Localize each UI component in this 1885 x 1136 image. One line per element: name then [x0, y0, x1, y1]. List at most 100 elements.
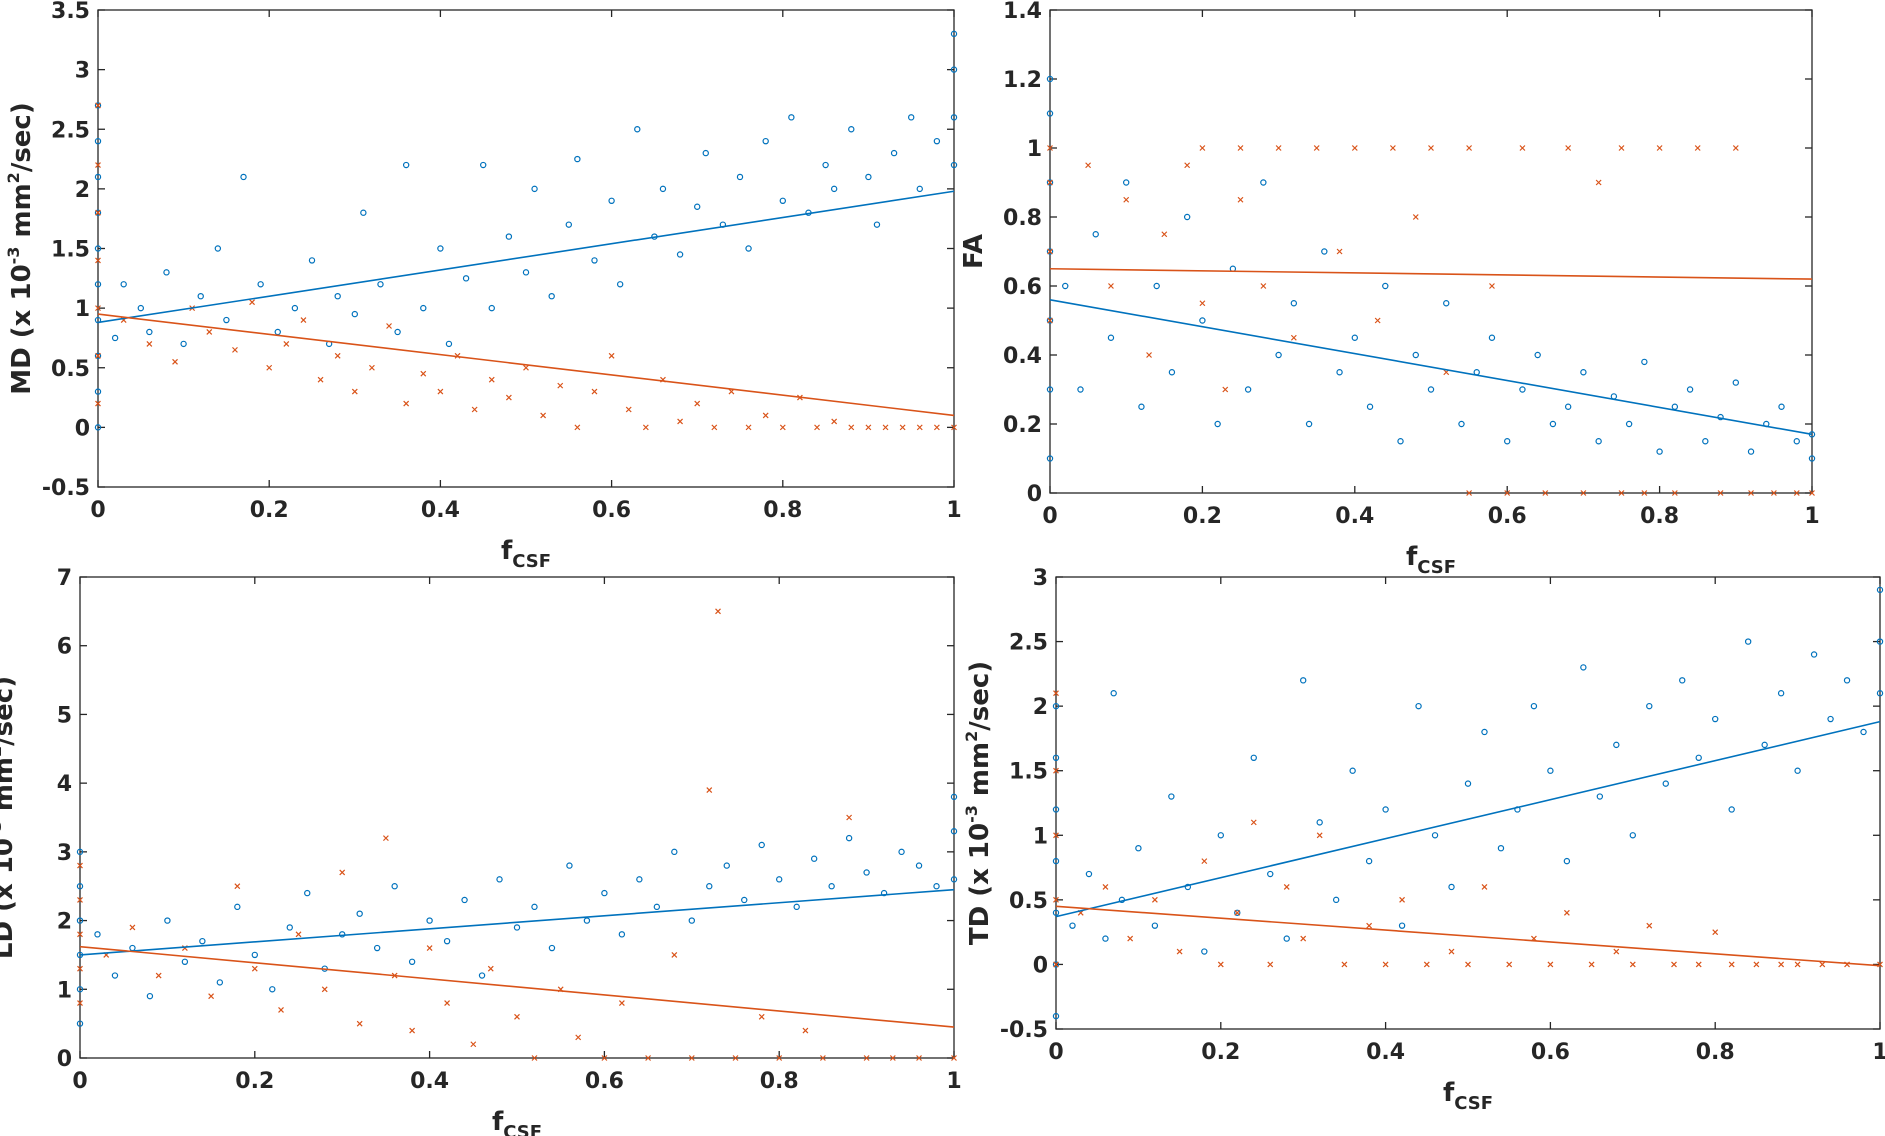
data-point	[822, 161, 829, 169]
data-point	[1761, 741, 1768, 749]
data-point	[889, 1055, 896, 1061]
y-tick-label: 0.6	[1003, 275, 1042, 300]
data-point	[591, 388, 598, 395]
data-point	[95, 209, 101, 216]
y-axis-label: LD (x 10-3 mm2/sec)	[0, 676, 19, 959]
data-point	[1613, 948, 1620, 955]
data-point	[1542, 490, 1549, 496]
data-point	[636, 876, 643, 883]
data-point	[1717, 490, 1724, 496]
x-tick-label: 0.8	[1640, 504, 1679, 529]
data-point	[1151, 896, 1158, 903]
data-point	[950, 66, 958, 73]
data-point	[94, 102, 102, 109]
data-point	[1794, 767, 1801, 774]
x-tick-label: 0.8	[763, 498, 802, 523]
data-point	[94, 316, 102, 324]
data-point	[1732, 379, 1740, 386]
data-point	[634, 126, 641, 133]
data-point	[1519, 386, 1526, 393]
data-point	[1138, 403, 1145, 410]
data-point	[300, 317, 307, 323]
x-tick-label: 1	[1872, 1040, 1885, 1065]
data-point	[111, 334, 119, 342]
data-point	[1646, 702, 1653, 710]
data-point	[1530, 702, 1538, 710]
data-point	[94, 209, 102, 216]
data-point	[146, 328, 153, 336]
data-point	[758, 1013, 765, 1020]
data-point	[94, 137, 102, 145]
data-point	[1237, 145, 1244, 151]
data-point	[950, 793, 958, 801]
data-point	[745, 245, 752, 252]
y-tick-label: 1.4	[1003, 0, 1042, 24]
chart-fa: 0 0.2 0.4 0.6 0.8 1 0 0.2 0.4 0.6 0.8 1 1.2 1.4 fCSF FA	[959, 0, 1820, 578]
data-point	[444, 1000, 451, 1006]
y-axis-label: MD (x 10-3 mm2/sec)	[4, 102, 37, 394]
data-point	[505, 394, 512, 401]
data-point	[94, 931, 101, 938]
data-point	[1618, 490, 1625, 496]
data-point	[1052, 909, 1060, 916]
data-point	[1415, 702, 1422, 710]
data-point	[1199, 300, 1206, 307]
data-point	[308, 257, 316, 264]
data-point	[523, 364, 529, 371]
fit-line-blue	[1049, 299, 1813, 436]
x-tick-label: 0.2	[235, 1069, 274, 1094]
data-point	[180, 340, 187, 348]
data-point	[1744, 638, 1752, 645]
y-tick-label: 3.5	[51, 0, 90, 24]
y-tick-label: 6	[57, 635, 72, 660]
data-point	[863, 1055, 870, 1061]
data-point	[1564, 403, 1572, 410]
data-point	[291, 304, 299, 312]
data-point	[732, 1055, 739, 1061]
data-point	[899, 424, 906, 431]
data-point	[1695, 754, 1702, 762]
data-point	[1366, 403, 1374, 410]
y-tick-label: 1.2	[1003, 68, 1042, 93]
data-point	[1168, 369, 1176, 376]
data-point	[1046, 386, 1054, 393]
x-tick-label: 0.2	[1201, 1040, 1240, 1065]
data-point	[269, 986, 276, 993]
data-point	[762, 137, 769, 145]
data-point	[1547, 767, 1554, 774]
data-point	[462, 275, 470, 282]
fit-line-orange	[1055, 905, 1881, 967]
data-point	[574, 424, 581, 431]
x-tick-label: 1	[1804, 504, 1819, 529]
y-tick-label: 3	[1033, 566, 1048, 591]
data-point	[1053, 896, 1059, 903]
data-point	[356, 910, 363, 917]
data-point	[1146, 352, 1152, 358]
data-point	[779, 424, 786, 431]
data-point	[1316, 832, 1323, 839]
data-point	[1127, 935, 1134, 942]
data-point	[1069, 922, 1076, 929]
x-tick-label: 0.8	[1696, 1040, 1735, 1065]
data-point	[274, 328, 281, 336]
data-point	[223, 316, 230, 324]
data-point	[933, 883, 940, 890]
data-point	[1260, 283, 1267, 289]
data-point	[1466, 145, 1473, 151]
data-point	[1283, 884, 1290, 890]
data-point	[1217, 961, 1224, 968]
data-point	[1108, 283, 1114, 289]
x-tick-label: 0	[1042, 504, 1057, 529]
data-point	[94, 245, 102, 252]
data-point	[437, 245, 444, 252]
series-orange	[95, 102, 957, 431]
data-point	[172, 358, 178, 365]
data-point	[1595, 179, 1602, 186]
data-point	[1161, 231, 1168, 238]
data-point	[514, 1013, 520, 1020]
data-point	[616, 281, 624, 288]
data-point	[608, 352, 615, 359]
data-point	[1398, 922, 1406, 929]
y-tick-label: 0.8	[1003, 206, 1042, 231]
fit-line-orange	[97, 313, 955, 417]
